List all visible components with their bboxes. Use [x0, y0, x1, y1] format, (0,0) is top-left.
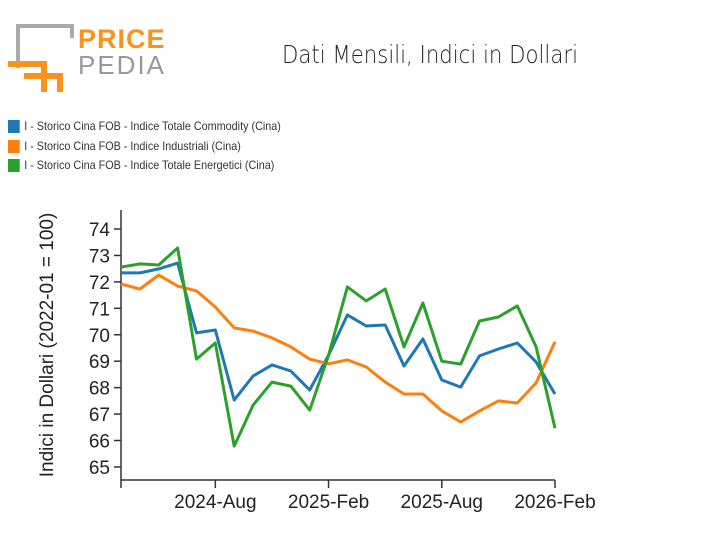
logo-icon: [8, 24, 74, 92]
legend-item[interactable]: I - Storico Cina FOB - Indice Totale Com…: [8, 119, 281, 133]
y-tick-label: 65: [89, 458, 110, 479]
y-tick-label: 74: [89, 220, 111, 241]
y-tick-label: 72: [89, 273, 110, 294]
chart-title: Dati Mensili, Indici in Dollari: [282, 40, 578, 69]
legend-label: I - Storico Cina FOB - Indice Totale Ene…: [24, 158, 275, 172]
logo-text: PEDIA: [78, 50, 167, 80]
logo-text: PRICE: [78, 24, 166, 54]
legend-label: I - Storico Cina FOB - Indice Totale Com…: [24, 119, 281, 133]
legend-swatch: [8, 119, 20, 133]
legend-item[interactable]: I - Storico Cina FOB - Indice Totale Ene…: [8, 158, 274, 172]
x-tick-label: 2025-Feb: [288, 492, 369, 513]
y-tick-label: 69: [89, 352, 110, 373]
x-tick-label: 2024-Aug: [174, 492, 256, 513]
x-tick-label: 2026-Feb: [514, 492, 595, 513]
legend-item[interactable]: I - Storico Cina FOB - Indice Industrial…: [8, 139, 241, 153]
series-line-0: [121, 261, 557, 402]
legend-label: I - Storico Cina FOB - Indice Industrial…: [24, 139, 241, 153]
y-tick-label: 66: [89, 432, 110, 453]
y-tick-label: 67: [89, 405, 110, 426]
x-tick-label: 2025-Aug: [401, 492, 483, 513]
legend-swatch: [8, 139, 20, 153]
legend-swatch: [8, 158, 20, 172]
y-tick-label: 70: [89, 326, 110, 347]
y-tick-label: 73: [89, 246, 110, 267]
y-tick-label: 68: [89, 379, 110, 400]
y-tick-label: 71: [89, 299, 110, 320]
series-line-2: [120, 246, 557, 448]
series-line-1: [120, 273, 557, 424]
y-axis-label: Indici in Dollari (2022-01 = 100): [37, 213, 58, 478]
